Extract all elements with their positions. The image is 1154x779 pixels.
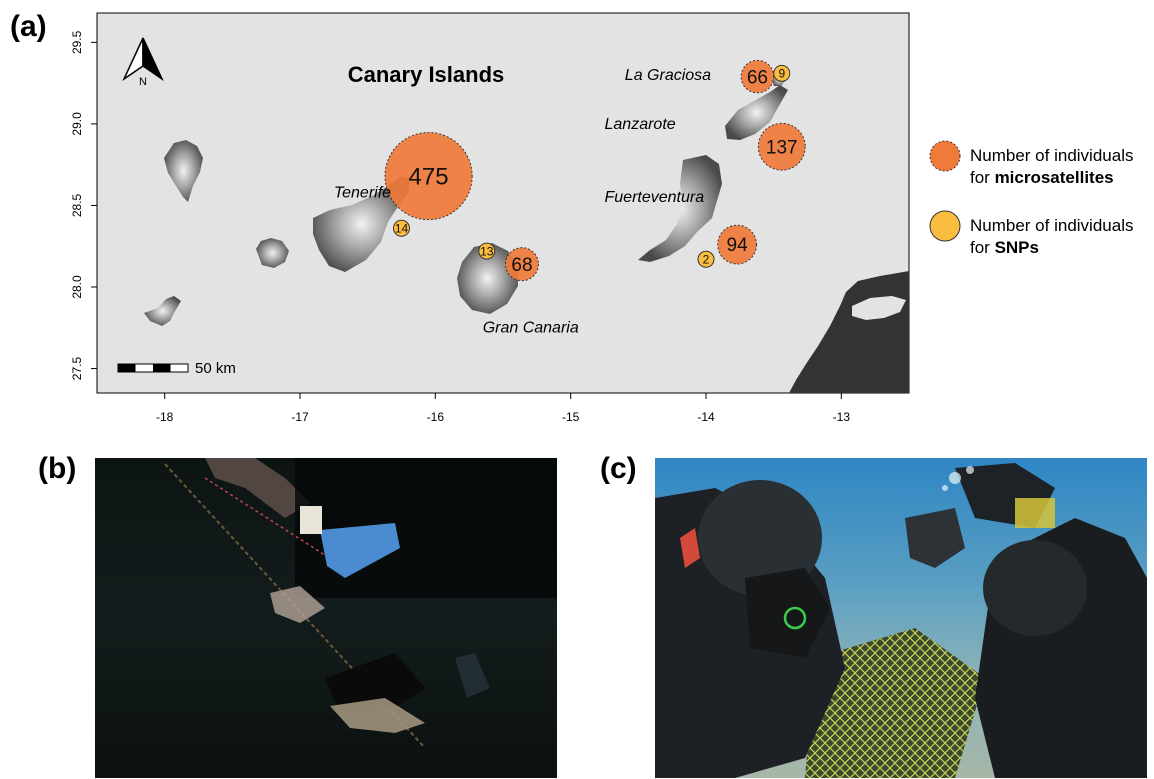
- legend-snp-line1: Number of individuals: [970, 216, 1134, 235]
- map-figure: 475 14 13 68 2 94 137 66 9 -18 -17 -16 -15 -14 -13 29…: [70, 12, 961, 424]
- north-label: N: [139, 76, 147, 88]
- legend-snp-line2: for SNPs: [970, 238, 1039, 257]
- island-label: Lanzarote: [605, 116, 676, 133]
- bubble-microsatellites: [384, 132, 473, 221]
- x-tick-label: -17: [291, 410, 309, 424]
- photo-shark-tagging: [95, 458, 557, 778]
- panel-label-a: (a): [10, 10, 47, 43]
- bubble-microsatellites: [504, 247, 539, 282]
- bubble-value-label: 66: [747, 67, 768, 88]
- legend-micro-swatch: [929, 140, 961, 172]
- bubble-snps: [773, 64, 791, 82]
- x-axis: -18 -17 -16 -15 -14 -13: [156, 393, 850, 424]
- legend-micro-line1: Number of individuals: [970, 146, 1134, 165]
- bubble-snps: [393, 219, 410, 237]
- africa-lagoon: [852, 296, 906, 320]
- x-tick-label: -14: [697, 410, 715, 424]
- legend-micro-text: Number of individuals for microsatellite…: [970, 145, 1133, 189]
- bubble-snps: [697, 250, 715, 268]
- bubble-value-label: 14: [395, 221, 409, 235]
- bubble-value-label: 9: [778, 67, 785, 81]
- bubble-value-label: 68: [511, 255, 532, 276]
- y-tick-label: 28.5: [70, 193, 84, 217]
- bubble-microsatellites: [757, 122, 806, 171]
- island-el-hierro: [144, 296, 181, 326]
- legend-snp-text: Number of individuals for SNPs: [970, 215, 1133, 259]
- bubble-snps: [478, 242, 496, 260]
- bubble-value-label: 13: [480, 244, 494, 258]
- bubble-value-label: 137: [766, 137, 798, 158]
- island-gran-canaria: [457, 243, 518, 314]
- island-la-palma: [164, 140, 203, 202]
- island-label: La Graciosa: [625, 67, 711, 84]
- scale-bar-label: 50 km: [195, 360, 236, 377]
- panel-label-b: (b): [38, 452, 77, 485]
- island-label-layer: La Graciosa Lanzarote Tenerife Fuerteventur…: [334, 67, 711, 337]
- y-tick-label: 28.0: [70, 275, 84, 299]
- y-tick-label: 27.5: [70, 357, 84, 381]
- legend: [929, 140, 961, 242]
- bubble-value-label: 2: [703, 252, 710, 266]
- x-tick-label: -16: [427, 410, 445, 424]
- island-label: Tenerife: [334, 184, 391, 201]
- bubble-microsatellites: [717, 224, 758, 265]
- y-tick-label: 29.0: [70, 112, 84, 136]
- x-tick-label: -18: [156, 410, 174, 424]
- island-lanzarote: [725, 85, 788, 140]
- bubble-value-label: 94: [727, 235, 749, 256]
- legend-snp-swatch: [929, 210, 961, 242]
- bubble-layer: 475 14 13 68 2 94 137 66 9: [384, 59, 806, 282]
- y-tick-label: 29.5: [70, 30, 84, 54]
- scale-bar: 50 km: [117, 360, 236, 377]
- x-tick-label: -15: [562, 410, 580, 424]
- photo-divers-net: [655, 458, 1147, 778]
- island-fuerteventura: [638, 155, 722, 262]
- island-la-gomera: [256, 238, 289, 268]
- panel-label-c: (c): [600, 452, 637, 485]
- north-arrow-icon: N: [122, 37, 164, 88]
- bubble-microsatellites: [740, 59, 775, 94]
- x-tick-label: -13: [833, 410, 851, 424]
- legend-micro-line2: for microsatellites: [970, 168, 1114, 187]
- island-label: Fuerteventura: [605, 189, 705, 206]
- y-axis: 29.5 29.0 28.5 28.0 27.5: [70, 30, 97, 380]
- island-tenerife: [313, 176, 410, 272]
- map-title: Canary Islands: [348, 62, 505, 87]
- bubble-value-label: 475: [409, 163, 449, 190]
- island-label: Gran Canaria: [483, 320, 579, 337]
